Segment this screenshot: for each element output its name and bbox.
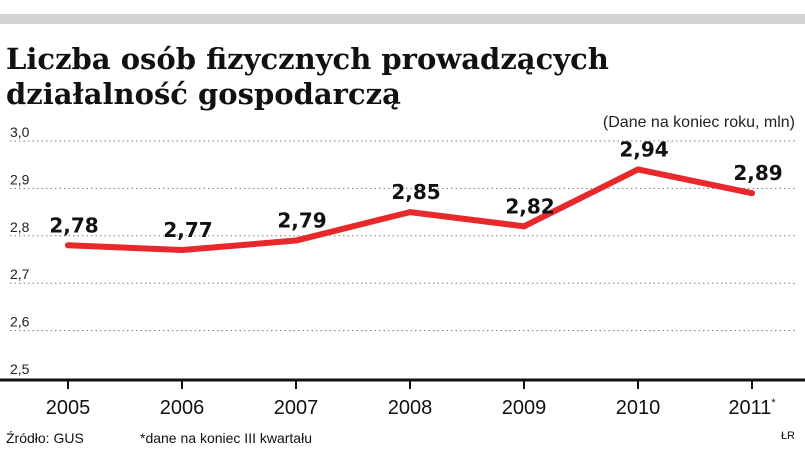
data-point [65, 242, 71, 249]
data-label: 2,89 [733, 161, 782, 185]
data-label: 2,79 [277, 209, 326, 233]
x-tick-label: 2011* [728, 397, 776, 419]
y-tick-label: 2,8 [10, 219, 30, 235]
x-tick-label: 2006 [160, 397, 205, 419]
x-tick-label: 2007 [274, 397, 319, 419]
series-group: 2,78 2,77 2,79 2,85 2,82 2,94 2,89 [49, 137, 783, 254]
data-label: 2,78 [49, 213, 98, 237]
data-point [521, 223, 527, 230]
data-point [635, 166, 641, 173]
x-tick-label: 2009 [502, 397, 547, 419]
y-axis: 2,5 2,6 2,7 2,8 2,9 3,0 [10, 124, 30, 377]
data-point [179, 247, 185, 254]
author-credit: ŁR [780, 430, 795, 442]
x-axis: 2005 2006 2007 2008 2009 2010 2011* [46, 380, 776, 419]
chart-subtitle: (Dane na koniec roku, mln) [602, 114, 795, 131]
chart-title: Liczba osób fizycznych prowadzących dzia… [6, 42, 609, 111]
data-label: 2,77 [163, 218, 212, 242]
y-tick-label: 2,6 [10, 314, 30, 330]
top-rule [0, 14, 805, 24]
y-tick-label: 2,5 [10, 361, 30, 377]
y-tick-label: 2,9 [10, 171, 30, 187]
x-tick-label: 2005 [46, 397, 91, 419]
grid [10, 140, 795, 332]
x-tick-label: 2010 [616, 397, 661, 419]
source-note: Źródło: GUS [6, 430, 84, 446]
y-tick-label: 3,0 [10, 124, 30, 140]
data-label: 2,94 [619, 137, 668, 161]
data-label: 2,82 [505, 194, 554, 218]
data-point [293, 237, 299, 244]
data-point [749, 190, 755, 197]
x-tick-label: 2008 [388, 397, 433, 419]
footnote: *dane na koniec III kwartału [140, 430, 312, 446]
y-tick-label: 2,7 [10, 266, 30, 282]
data-point [407, 209, 413, 216]
data-label: 2,85 [391, 180, 440, 204]
